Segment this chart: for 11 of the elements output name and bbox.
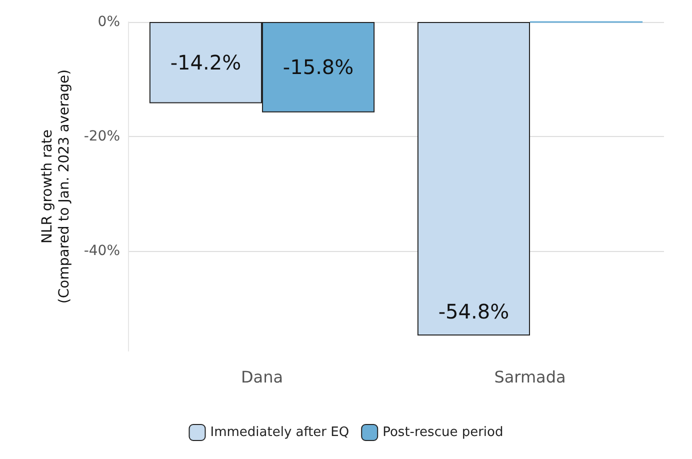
x-tick-label: Dana (240, 368, 284, 386)
data-label: -14.2% (170, 50, 242, 75)
y-tick-label: -40% (84, 242, 120, 259)
y-tick-label: -20% (84, 128, 120, 144)
legend-label: Immediately after EQ (210, 425, 350, 440)
data-label: -54.8% (438, 300, 510, 324)
y-axis-title: NLR growth rate (Compared to Jan. 2023 average) (39, 69, 72, 304)
x-tick-label: Sarmada (494, 368, 566, 386)
data-label: -15.8% (282, 55, 354, 80)
y-tick-label: 0% (98, 14, 120, 30)
legend-label: Post-rescue period (382, 425, 504, 440)
